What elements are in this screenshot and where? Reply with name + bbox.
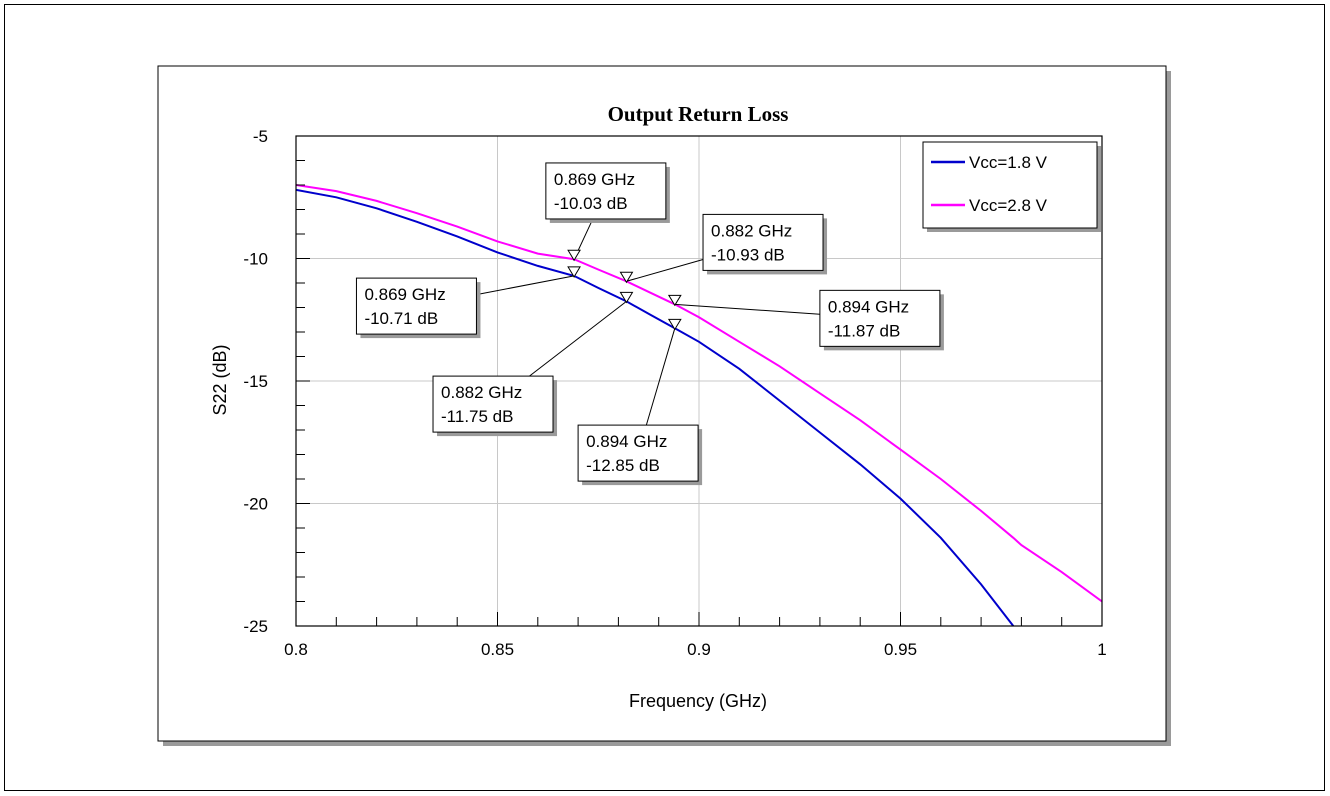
annotation-line2: -11.87 dB — [828, 321, 900, 340]
annotation-box — [577, 424, 699, 482]
annotation-line1: 0.869 GHz — [364, 285, 445, 304]
annotation-line2: -10.93 dB — [711, 245, 785, 264]
marker-triangle — [619, 291, 634, 304]
y-tick-label: -20 — [243, 495, 268, 514]
marker-triangle — [619, 271, 634, 284]
marker-triangle — [567, 266, 581, 278]
legend-entry: Vcc=1.8 V — [969, 153, 1048, 172]
x-tick-label: 1 — [1097, 640, 1106, 659]
leader-line — [529, 300, 627, 377]
annotation-box — [432, 375, 554, 433]
y-tick-label: -15 — [243, 372, 268, 391]
x-tick-label: 0.8 — [284, 640, 308, 659]
chart-title: Output Return Loss — [608, 102, 789, 126]
leader-line — [674, 303, 820, 315]
x-tick-label: 0.85 — [481, 640, 514, 659]
x-axis-title: Frequency (GHz) — [629, 691, 767, 711]
annotation-line1: 0.894 GHz — [828, 297, 909, 316]
series-line-1 — [296, 188, 1015, 626]
leader-line — [645, 328, 676, 426]
marker-annotation: 0.894 GHz -11.87 dB — [667, 289, 944, 351]
annotation-line2: -10.03 dB — [554, 194, 628, 213]
annotation-line1: 0.894 GHz — [586, 432, 667, 451]
leader-line — [626, 259, 704, 282]
marker-annotation: 0.894 GHz -12.85 dB — [577, 318, 703, 486]
annotation-box — [545, 162, 667, 220]
marker-triangle — [667, 318, 682, 331]
leader-line — [476, 275, 575, 296]
x-tick-label: 0.9 — [687, 640, 711, 659]
y-tick-label: -10 — [243, 250, 268, 269]
annotation-box — [702, 213, 824, 271]
annotation-line1: 0.882 GHz — [711, 221, 792, 240]
marker-triangle — [667, 294, 682, 307]
annotation-line2: -11.75 dB — [441, 407, 513, 426]
annotation-box — [819, 289, 941, 347]
annotation-line2: -12.85 dB — [586, 456, 660, 475]
marker-annotation: 0.869 GHz -10.03 dB — [545, 162, 670, 262]
annotation-line2: -10.71 dB — [364, 309, 438, 328]
y-tick-label: -25 — [243, 617, 268, 636]
marker-annotation: 0.882 GHz -10.93 dB — [619, 213, 828, 284]
series-line-2 — [296, 184, 1102, 603]
x-tick-label: 0.95 — [884, 640, 917, 659]
marker-annotation: 0.869 GHz -10.71 dB — [355, 266, 581, 339]
annotation-box — [355, 277, 477, 335]
legend — [922, 141, 1098, 229]
outer-frame — [4, 4, 1325, 791]
y-axis-title: S22 (dB) — [210, 344, 230, 415]
marker-annotation: 0.882 GHz -11.75 dB — [432, 291, 634, 437]
annotation-line1: 0.869 GHz — [554, 170, 635, 189]
annotation-line1: 0.882 GHz — [441, 383, 522, 402]
marker-triangle — [567, 249, 581, 262]
legend-entry: Vcc=2.8 V — [969, 196, 1048, 215]
y-tick-label: -5 — [253, 127, 268, 146]
